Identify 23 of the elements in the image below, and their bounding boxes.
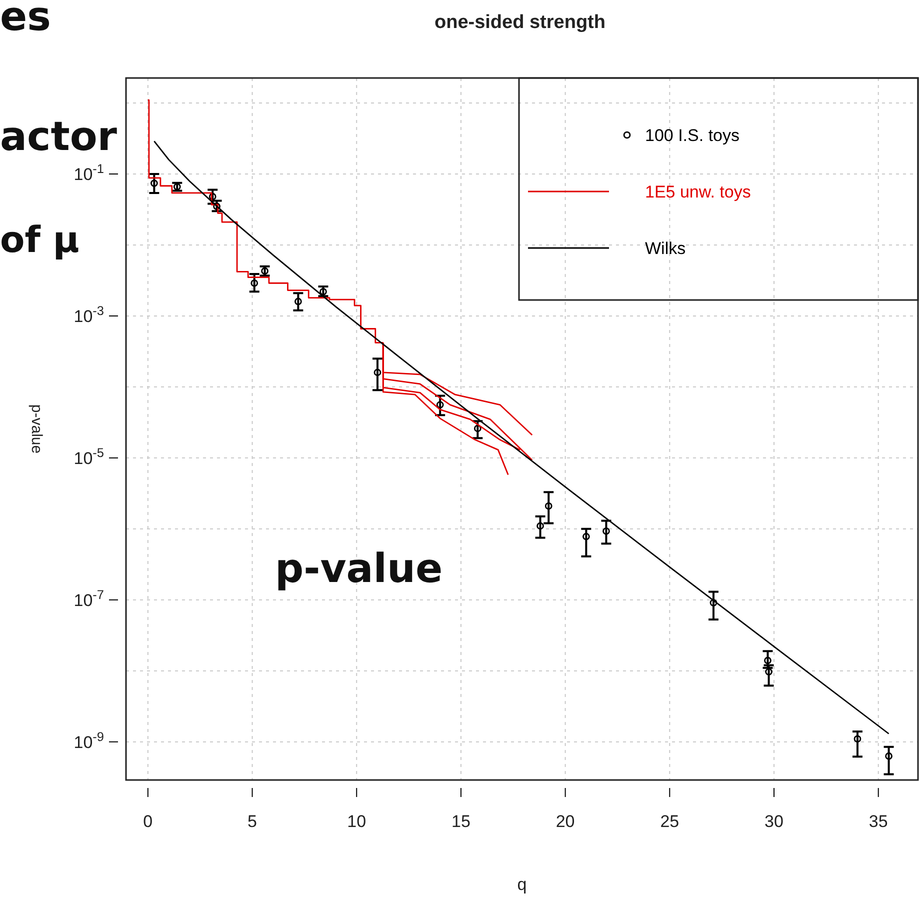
legend-label: Wilks [645,238,686,258]
x-tick-label: 0 [143,812,153,832]
x-tick-label: 10 [347,812,366,832]
text: of μ [0,220,80,261]
y-tick-label: 10$^{-7}$ [74,586,104,610]
x-tick-label: 25 [660,812,680,832]
y-tick-label: 10$^{-9}$ [74,728,104,752]
y-tick-label: 10$^{-3}$ [74,302,104,326]
x-tick-label: 5 [248,812,257,832]
x-tick-label: 15 [451,812,470,832]
text: actor [0,114,118,160]
x-tick-label: 35 [868,812,888,832]
annotation: p-value [275,546,443,592]
x-tick-label: 30 [764,812,784,832]
text: es [0,0,51,40]
chart-title: one-sided strength [434,12,606,33]
y-tick-label: 10$^{-1}$ [74,160,104,184]
legend-label: 1E5 unw. toys [645,182,751,202]
y-axis-title: p-value [28,404,45,454]
x-axis-title: q [517,875,527,894]
y-tick-label: 10$^{-5}$ [74,444,104,468]
legend-label: 100 I.S. toys [645,126,740,145]
x-tick-label: 20 [556,812,575,832]
